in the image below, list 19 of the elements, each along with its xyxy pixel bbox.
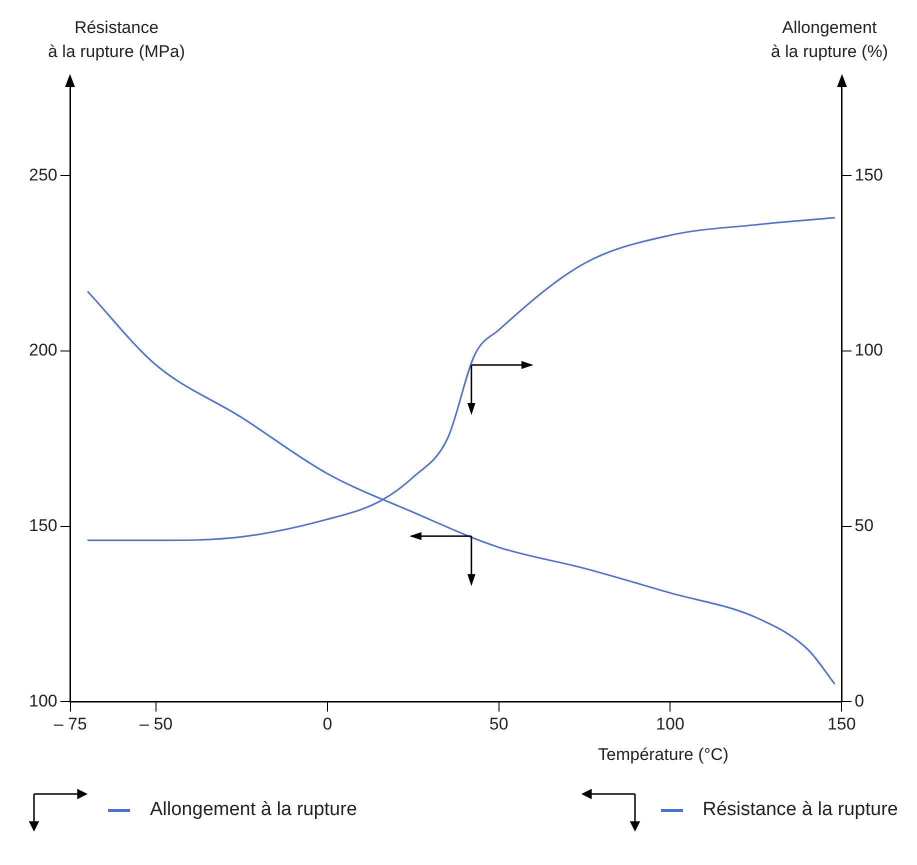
legend-label: Allongement à la rupture [150,799,358,821]
y-tick-label: 200 [28,340,58,360]
x-tick-label: 100 [656,714,684,734]
x-tick-label: 0 [322,714,332,734]
y-tick-label: 250 [28,165,58,184]
x-tick-label: – 75 [54,714,87,734]
y-tick-label: 150 [28,516,58,535]
legend-label: Résistance à la rupture [702,799,898,821]
y-axis-title: Résistance à la rupture (MPa) [48,17,185,63]
x-axis-title: Température (°C) [598,744,729,766]
x-tick-label: 50 [489,714,508,734]
x-tick-label: – 50 [140,714,173,734]
y2-tick-label: 50 [854,516,874,535]
y2-axis-title: Allongement à la rupture (%) [770,17,888,63]
x-tick-label: 150 [827,714,856,734]
y2-tick-label: 150 [854,165,884,184]
y-tick-label: 100 [28,691,58,710]
y2-tick-label: 0 [854,691,864,710]
y2-tick-label: 100 [854,340,884,360]
